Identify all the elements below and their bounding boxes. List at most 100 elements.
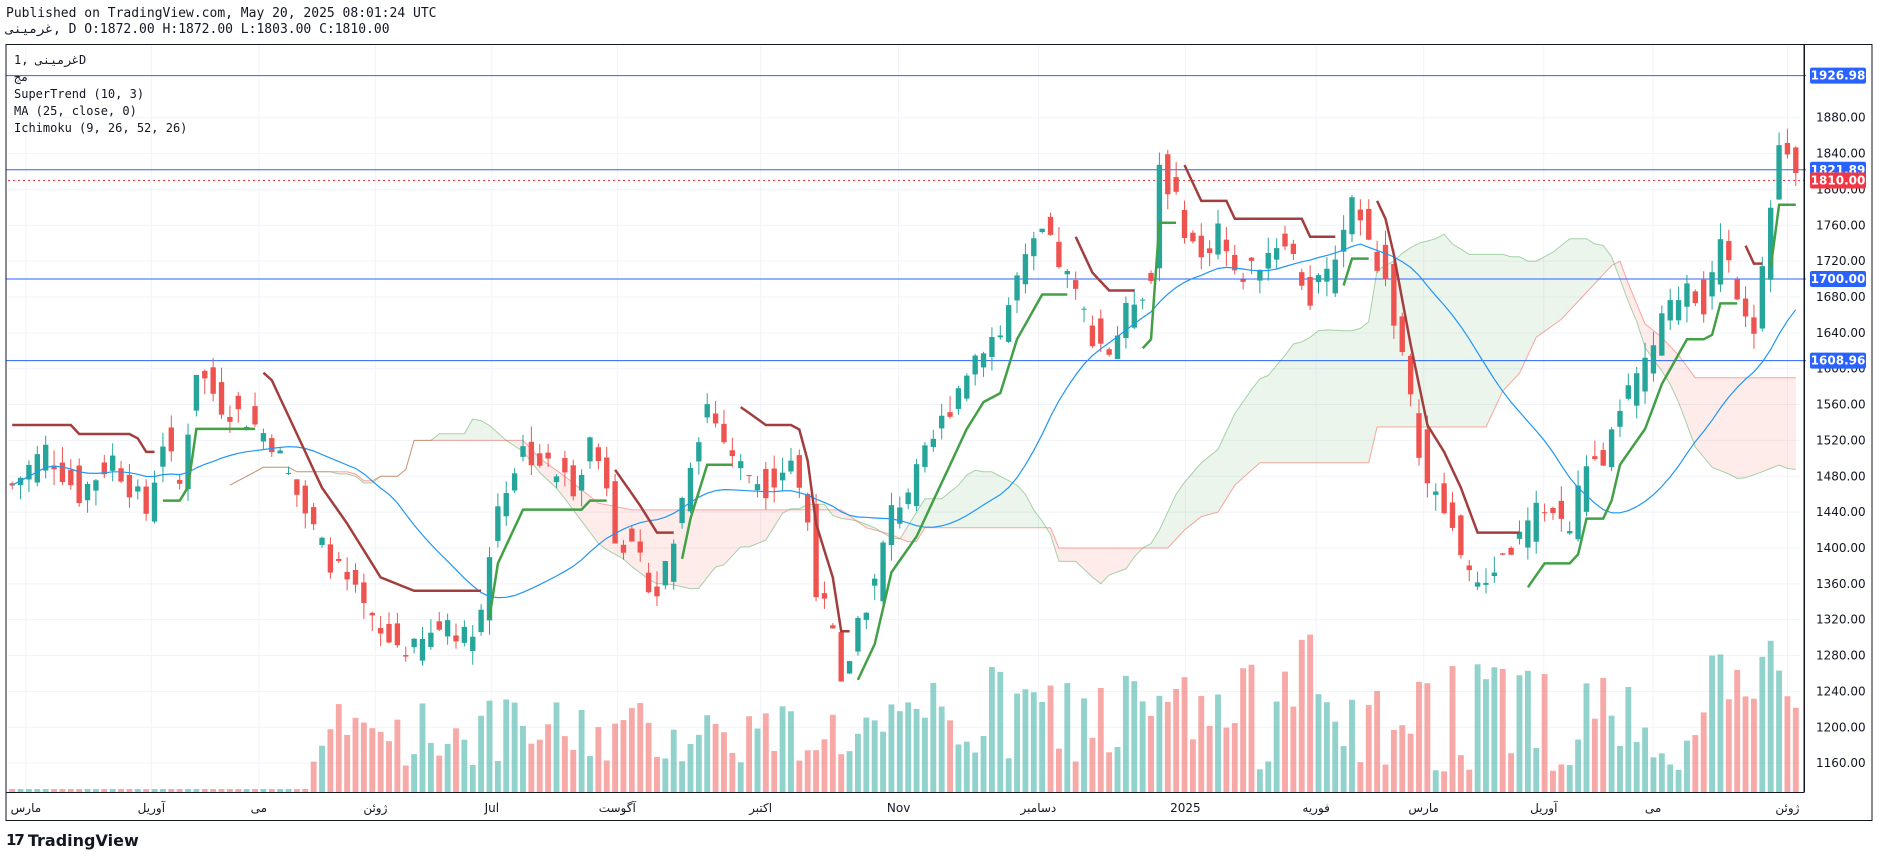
candle-body: [1282, 233, 1288, 247]
price-tick-label: 1200.00: [1816, 720, 1866, 734]
candle-body: [1617, 410, 1623, 427]
volume-bar: [1709, 655, 1716, 792]
candle-body: [51, 465, 57, 470]
tradingview-brand[interactable]: 17 TradingView: [6, 829, 139, 851]
volume-bar: [1449, 666, 1456, 792]
volume-bar: [201, 789, 208, 792]
candle-body: [361, 582, 367, 603]
candle-body: [344, 571, 350, 580]
candle-body: [1466, 565, 1472, 571]
candle-body: [746, 475, 752, 477]
candle-body: [511, 473, 518, 491]
cloud-segment: [874, 527, 884, 533]
candle-body: [193, 374, 200, 411]
candle-body: [1056, 241, 1062, 268]
candle-body: [1290, 243, 1297, 254]
volume-bar: [997, 671, 1004, 792]
volume-bar: [1122, 675, 1129, 792]
volume-bar: [1483, 679, 1489, 792]
price-tick-label: 1320.00: [1816, 613, 1866, 627]
volume-bar: [1173, 689, 1180, 792]
volume-bar: [938, 706, 945, 792]
volume-bar: [427, 742, 434, 792]
volume-bar: [1198, 695, 1205, 792]
volume-bar: [1424, 683, 1431, 792]
volume-bar: [402, 765, 409, 792]
brand-name: TradingView: [27, 830, 139, 850]
cloud-segment: [1209, 449, 1219, 515]
volume-bar: [252, 789, 258, 792]
candle-body: [779, 472, 786, 481]
volume-bar: [1055, 748, 1062, 792]
volume-bar: [494, 760, 501, 792]
candle-body: [1567, 530, 1573, 534]
cloud-segment: [1611, 256, 1620, 280]
volume-bars: [9, 634, 1799, 792]
volume-bar: [855, 733, 861, 792]
volume-bar: [695, 734, 702, 792]
price-label-bg: [1810, 67, 1866, 84]
candle-body: [1206, 248, 1213, 254]
volume-bar: [863, 717, 870, 792]
candle-body: [788, 460, 794, 472]
volume-bar: [1441, 771, 1448, 792]
candle-body: [1709, 272, 1715, 297]
cloud-segment: [581, 489, 590, 533]
volume-bar: [1030, 692, 1037, 792]
candle-body: [704, 404, 710, 418]
cloud-segment: [1125, 547, 1135, 569]
time-tick-label: اکتبر: [748, 801, 772, 816]
candle-body: [754, 484, 761, 491]
volume-bar: [528, 743, 535, 792]
cloud-segment: [1745, 377, 1754, 478]
volume-bar: [1457, 755, 1464, 792]
candle-body: [118, 468, 124, 482]
volume-bar: [1131, 681, 1138, 792]
cloud-segment: [1050, 527, 1059, 562]
candle-body: [1064, 270, 1070, 275]
candle-body: [327, 544, 334, 573]
candle-body: [1634, 373, 1640, 406]
cloud-segment: [1737, 377, 1746, 479]
volume-bar: [302, 789, 309, 792]
supertrend-up-line: [1342, 257, 1369, 286]
price-label-text: 1700.00: [1811, 272, 1866, 286]
candle-body: [486, 557, 493, 621]
volume-bar: [1206, 725, 1213, 792]
candle-body: [528, 441, 535, 466]
volume-bar: [59, 789, 66, 792]
candle-body: [587, 437, 593, 462]
candle-body: [679, 497, 685, 524]
candle-body: [972, 355, 978, 375]
price-tick-label: 1480.00: [1816, 469, 1866, 483]
legend-line: مج: [14, 70, 28, 84]
cloud-segment: [1636, 303, 1646, 348]
cloud-segment: [832, 509, 842, 519]
volume-bar: [1407, 733, 1414, 792]
time-tick-label: 2025: [1170, 801, 1201, 815]
volume-bar: [955, 744, 962, 792]
volume-bar: [1315, 694, 1322, 792]
candle-body: [1701, 279, 1707, 315]
candle-body: [1508, 547, 1514, 555]
candle-body: [1525, 520, 1531, 548]
volume-bar: [1566, 765, 1573, 792]
cloud-segment: [1318, 329, 1327, 463]
candle-body: [1541, 512, 1548, 514]
cloud-segment: [1000, 476, 1009, 528]
volume-bar: [1290, 706, 1297, 792]
volume-bar: [168, 789, 175, 792]
volume-bar: [1256, 769, 1263, 792]
candle-body: [1315, 275, 1322, 283]
cloud-segment: [1310, 330, 1319, 463]
time-tick-label: ژوئن: [1775, 801, 1799, 816]
candle-body: [9, 483, 15, 486]
candle-body: [537, 453, 543, 466]
legend-line: SuperTrend (10, 3): [14, 87, 144, 101]
cloud-segment: [464, 419, 473, 441]
candle-body: [1005, 305, 1012, 342]
candle-body: [1742, 298, 1749, 317]
volume-bar: [570, 749, 577, 792]
candle-body: [595, 447, 602, 462]
